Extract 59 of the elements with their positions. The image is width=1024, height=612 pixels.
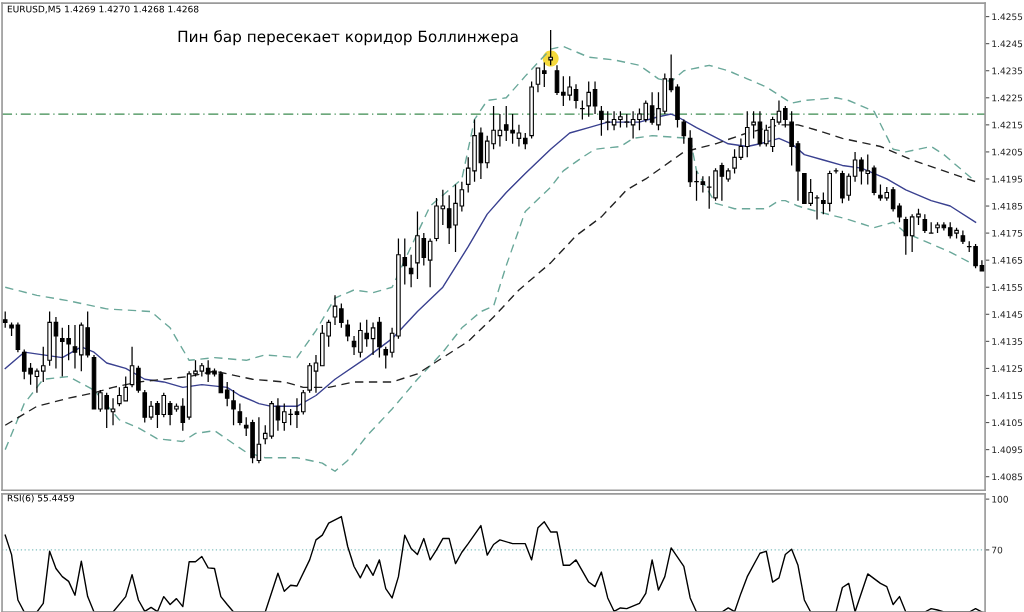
chart-title: RSI(6) 55.4459: [7, 494, 74, 503]
candlestick: [224, 381, 230, 407]
candlestick: [903, 216, 909, 256]
candlestick: [542, 61, 547, 88]
candlestick: [136, 365, 141, 394]
chart-title: EURUSD,M5 1.4269 1.4270 1.4268 1.4268: [7, 5, 199, 14]
candlestick: [72, 324, 78, 370]
candlestick: [313, 354, 319, 394]
candlestick: [237, 402, 243, 426]
candlestick: [732, 148, 737, 175]
y-tick-label: 1.4145: [992, 311, 1023, 318]
candlestick: [852, 151, 858, 183]
y-tick-label: 1.4165: [992, 256, 1023, 264]
y-tick-label: 1.4095: [992, 446, 1023, 454]
candlestick: [427, 237, 433, 288]
y-tick-label: 1.4195: [992, 175, 1023, 183]
y-tick-label: 100: [992, 495, 1008, 503]
candlestick: [516, 124, 522, 148]
y-tick-label: 1.4225: [992, 94, 1023, 102]
candlestick: [599, 105, 604, 137]
candlestick: [605, 110, 611, 131]
candlestick: [814, 194, 820, 221]
candlestick: [231, 389, 236, 426]
candlestick: [751, 110, 756, 140]
candlestick: [301, 389, 306, 416]
candlestick: [922, 213, 928, 234]
y-tick-label: 1.4085: [992, 473, 1023, 481]
y-tick-label: 1.4115: [992, 392, 1023, 400]
y-tick-label: 1.4235: [992, 67, 1023, 75]
candlestick: [548, 29, 553, 66]
candlestick: [681, 118, 687, 145]
candlestick: [408, 254, 414, 288]
annotation: Пин бар пересекает коридор Боллинжера: [178, 30, 518, 46]
y-tick-label: 1.4185: [992, 202, 1023, 210]
y-tick-label: 1.4105: [992, 419, 1023, 427]
candlestick: [744, 110, 750, 158]
y-tick-label: 1.4125: [992, 365, 1023, 372]
candlestick: [34, 367, 40, 394]
candlestick: [53, 316, 59, 370]
y-tick-label: 1.4245: [992, 40, 1023, 48]
candlestick: [586, 80, 591, 118]
candlestick: [110, 397, 116, 426]
candlestick: [345, 319, 350, 342]
y-tick-label: 1.4155: [992, 284, 1023, 291]
candlestick: [783, 105, 788, 129]
candlestick: [40, 346, 46, 383]
y-tick-label: 1.4215: [992, 121, 1023, 129]
candlestick: [294, 397, 300, 429]
candlestick: [535, 67, 541, 93]
y-tick-label: 1.4135: [992, 338, 1023, 345]
y-tick-label: 1.4205: [992, 148, 1023, 156]
candlestick: [383, 346, 389, 370]
y-tick-label: 1.4175: [992, 229, 1023, 237]
candlestick: [580, 99, 585, 121]
candlestick: [592, 80, 598, 115]
candlestick: [339, 302, 344, 329]
candlestick: [833, 167, 839, 175]
y-tick-label: 70: [992, 546, 1003, 554]
y-tick-label: 1.4255: [992, 13, 1023, 21]
